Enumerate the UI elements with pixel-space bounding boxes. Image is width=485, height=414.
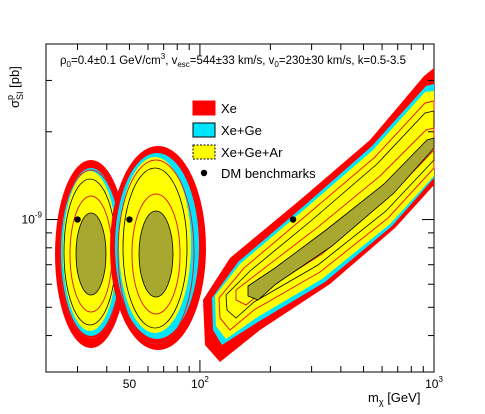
legend-marker-benchmark bbox=[200, 169, 208, 177]
legend-label-benchmark: DM benchmarks bbox=[221, 166, 316, 181]
contour-region-50gev bbox=[110, 146, 206, 350]
contour-black-outer-50gev bbox=[122, 167, 188, 329]
x-tick-label: 103 bbox=[425, 375, 443, 391]
y-axis-tick-labels: 10-9 bbox=[22, 211, 43, 227]
legend-label-xe: Xe bbox=[221, 101, 237, 116]
legend-swatch-xegear bbox=[192, 144, 216, 160]
legend: Xe Xe+Ge Xe+Ge+Ar DM benchmarks bbox=[192, 100, 316, 181]
y-axis-ticks bbox=[46, 43, 434, 373]
region-inner-50gev bbox=[138, 210, 174, 298]
contour-red-outer-50gev bbox=[117, 159, 195, 345]
contour-region-high-mass bbox=[203, 68, 435, 362]
x-tick-label: 50 bbox=[123, 377, 137, 391]
benchmark-point bbox=[126, 216, 133, 223]
legend-swatch-xege bbox=[192, 122, 216, 138]
x-axis-ticks bbox=[77, 44, 435, 372]
contour-region-30gev bbox=[55, 160, 127, 348]
plot-frame bbox=[45, 43, 435, 373]
x-axis-tick-labels: 50 102 103 bbox=[123, 375, 444, 391]
legend-label-xege: Xe+Ge bbox=[221, 123, 262, 138]
x-tick-label: 102 bbox=[191, 375, 209, 391]
y-tick-label: 10-9 bbox=[22, 211, 43, 227]
parameter-annotation: ρ0=0.4±0.1 GeV/cm3, vesc=544±33 km/s, v0… bbox=[60, 52, 406, 69]
x-axis-label: mχ [GeV] bbox=[368, 390, 420, 407]
legend-swatch-xe bbox=[192, 100, 216, 116]
benchmark-points bbox=[74, 216, 297, 223]
benchmark-point bbox=[289, 216, 297, 223]
contour-black-outer-high bbox=[225, 110, 435, 319]
contour-red-outer-high bbox=[218, 100, 435, 331]
y-axis-label: σpSI [pb] bbox=[5, 66, 25, 108]
legend-label-xegear: Xe+Ge+Ar bbox=[221, 145, 283, 160]
region-inner-high bbox=[247, 137, 435, 301]
contour-red-mid-50gev bbox=[131, 193, 181, 315]
benchmark-point bbox=[74, 216, 81, 223]
region-inner-30gev bbox=[75, 212, 107, 296]
